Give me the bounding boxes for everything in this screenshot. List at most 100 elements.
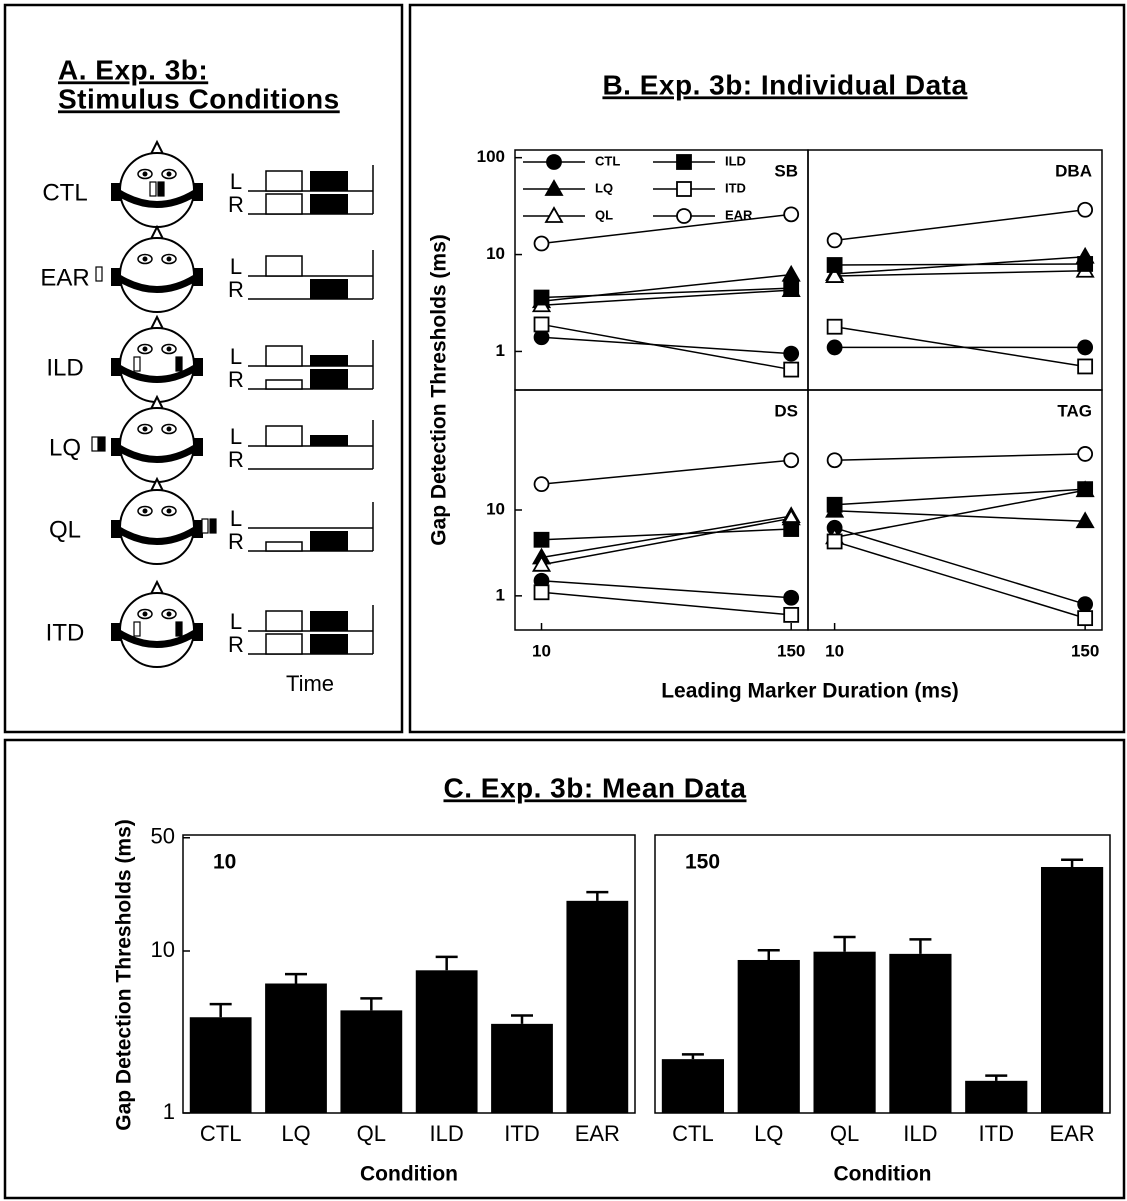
hair bbox=[150, 476, 164, 492]
head-icon bbox=[111, 314, 203, 403]
leading-marker bbox=[265, 425, 303, 447]
point bbox=[826, 318, 843, 335]
x-tick-label: QL bbox=[830, 1121, 859, 1146]
legend-label: ITD bbox=[725, 180, 746, 195]
trailing-marker bbox=[310, 355, 348, 366]
point bbox=[533, 316, 550, 333]
point bbox=[783, 361, 800, 378]
point bbox=[826, 257, 843, 273]
series-line bbox=[541, 528, 792, 541]
series-line bbox=[834, 209, 1086, 242]
point bbox=[826, 533, 843, 550]
subplot-title: 150 bbox=[685, 851, 720, 874]
bar bbox=[189, 1017, 252, 1113]
y-tick-label: 10 bbox=[151, 937, 175, 962]
time-label: Time bbox=[286, 671, 334, 696]
head-icon bbox=[111, 579, 203, 668]
pupil bbox=[142, 171, 148, 177]
condition-label: ITD bbox=[46, 619, 85, 646]
series-line bbox=[541, 459, 792, 485]
x-tick-label: 10 bbox=[532, 641, 551, 660]
y-axis-label: Gap Detection Thresholds (ms) bbox=[428, 234, 451, 546]
panel-b-title: B. Exp. 3b: Individual Data bbox=[602, 69, 967, 100]
series-line bbox=[541, 287, 792, 299]
x-tick-label: ITD bbox=[979, 1121, 1014, 1146]
pupil bbox=[142, 426, 148, 432]
condition-label: QL bbox=[49, 516, 81, 543]
channel-label: L bbox=[230, 169, 242, 194]
condition-label: CTL bbox=[42, 179, 87, 206]
plot-frame bbox=[654, 834, 1111, 1114]
pupil bbox=[166, 508, 172, 514]
series-line bbox=[834, 453, 1086, 461]
panel-b-frame bbox=[408, 3, 1126, 734]
leading-marker bbox=[265, 541, 303, 552]
panel-c-frame bbox=[3, 738, 1126, 1200]
error-bar bbox=[360, 997, 383, 1011]
error-bar bbox=[209, 1002, 232, 1018]
earphone bbox=[193, 520, 203, 538]
pupil bbox=[166, 426, 172, 432]
series-line bbox=[541, 517, 792, 566]
condition-label: EAR bbox=[40, 264, 89, 291]
head bbox=[119, 489, 195, 565]
x-tick-label: 10 bbox=[825, 641, 844, 660]
earphone bbox=[111, 183, 121, 201]
bar bbox=[813, 951, 876, 1113]
x-tick-label: 150 bbox=[777, 641, 805, 660]
head bbox=[119, 152, 195, 228]
image-location bbox=[175, 621, 183, 637]
y-tick-label: 1 bbox=[496, 341, 505, 360]
head bbox=[119, 237, 195, 313]
point bbox=[826, 339, 843, 356]
error-bar bbox=[909, 938, 932, 954]
pupil bbox=[166, 256, 172, 262]
bar bbox=[491, 1023, 553, 1113]
hair bbox=[150, 579, 164, 595]
subplot-title: SB bbox=[774, 161, 798, 180]
image-location bbox=[157, 181, 165, 197]
series-line bbox=[541, 213, 792, 245]
pupil bbox=[142, 508, 148, 514]
bar bbox=[415, 970, 478, 1113]
hair bbox=[150, 394, 164, 410]
point bbox=[1075, 511, 1095, 529]
series-line bbox=[541, 579, 792, 599]
channel-label: R bbox=[228, 447, 244, 472]
x-tick-label: ILD bbox=[430, 1121, 464, 1146]
channel-label: L bbox=[230, 424, 242, 449]
series-line bbox=[834, 270, 1086, 277]
subplot-title: TAG bbox=[1057, 401, 1092, 420]
leading-marker bbox=[265, 193, 303, 215]
bar bbox=[889, 953, 952, 1113]
pupil bbox=[142, 256, 148, 262]
headphone-band bbox=[117, 189, 197, 208]
head-icon bbox=[111, 476, 217, 565]
image-location bbox=[175, 356, 183, 372]
head-icon bbox=[91, 394, 203, 483]
series-line bbox=[834, 263, 1086, 266]
head-icon bbox=[111, 139, 203, 228]
y-tick-label: 1 bbox=[496, 585, 505, 604]
legend-marker bbox=[544, 206, 564, 223]
series-line bbox=[834, 325, 1086, 368]
headphone-band bbox=[117, 444, 197, 463]
y-tick-label: 100 bbox=[477, 147, 505, 166]
trailing-marker bbox=[310, 279, 348, 299]
point bbox=[825, 266, 845, 283]
x-tick-label: ILD bbox=[903, 1121, 937, 1146]
x-axis-label: Condition bbox=[360, 1163, 458, 1186]
plot-frame bbox=[514, 149, 809, 391]
point bbox=[826, 496, 843, 513]
point bbox=[533, 235, 550, 252]
point bbox=[1077, 596, 1094, 613]
legend-marker bbox=[544, 179, 564, 196]
error-bar bbox=[681, 1053, 704, 1060]
x-axis-label: Leading Marker Duration (ms) bbox=[661, 680, 959, 703]
point bbox=[1077, 256, 1094, 272]
earphone bbox=[111, 623, 121, 641]
channel-label: R bbox=[228, 192, 244, 217]
bar bbox=[965, 1080, 1028, 1113]
legend-marker bbox=[676, 181, 692, 197]
trailing-marker bbox=[310, 435, 348, 446]
